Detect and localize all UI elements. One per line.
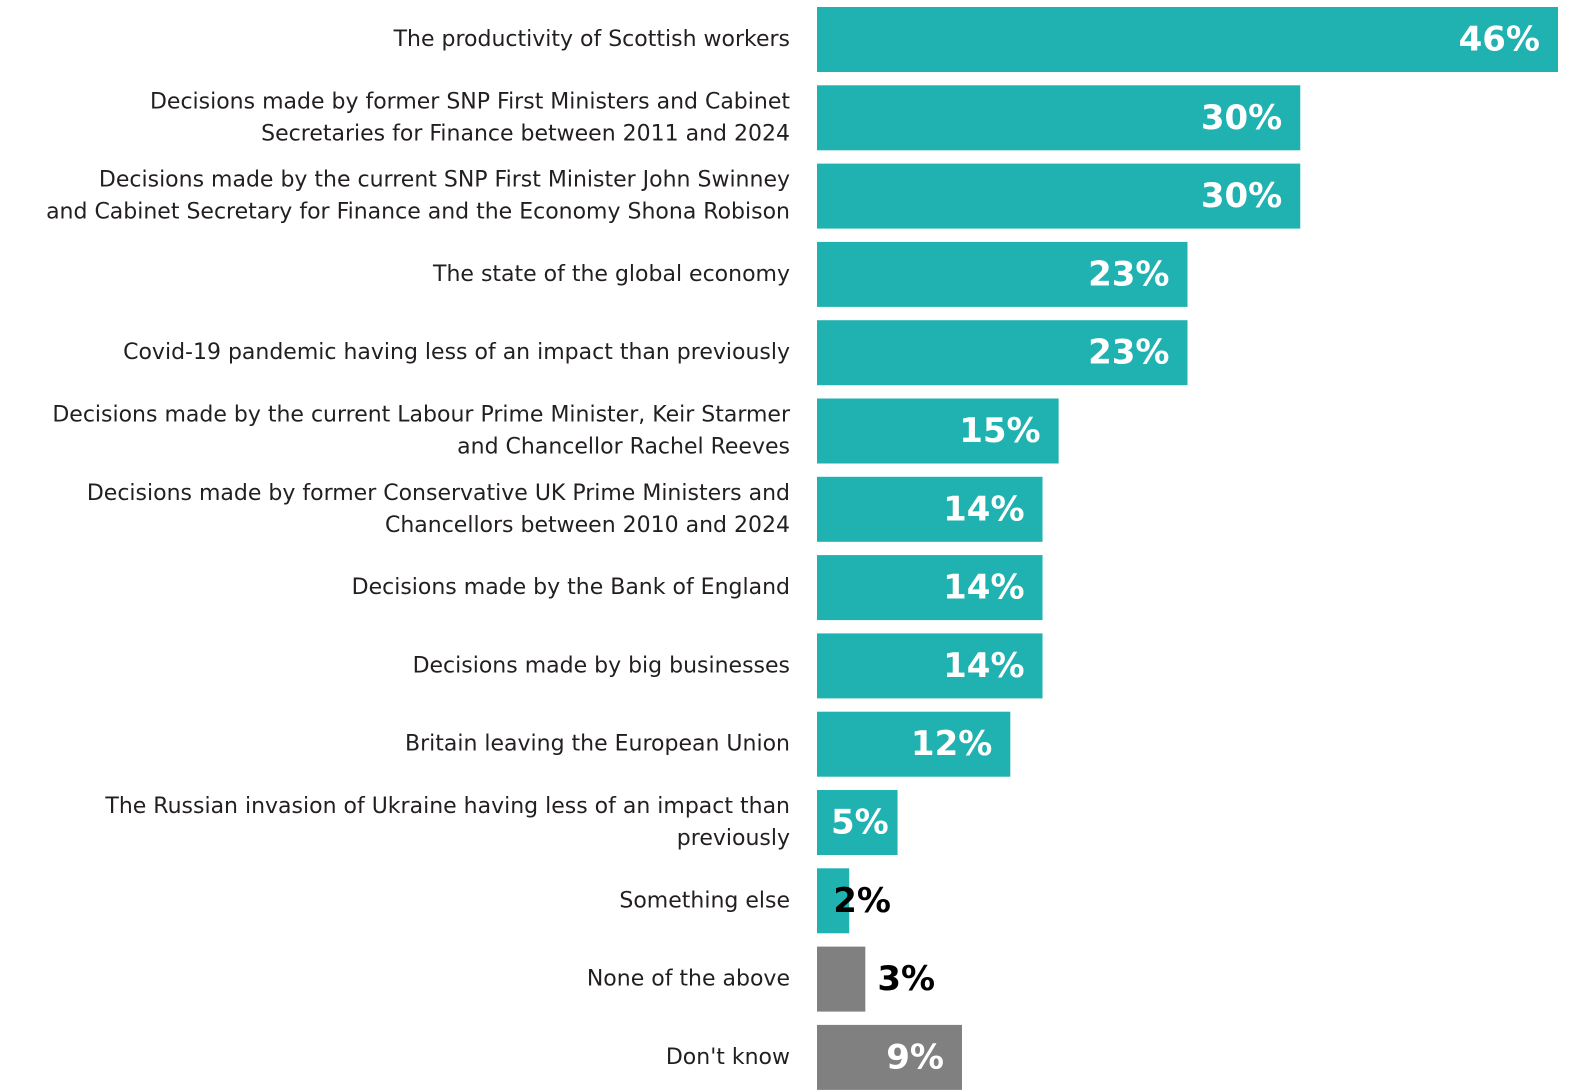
category-labels: The productivity of Scottish workers Deci… xyxy=(46,27,791,1070)
bar xyxy=(817,320,1188,386)
value-label: 5% xyxy=(831,803,889,843)
category-label: Decisions made by former Conservative UK… xyxy=(87,481,790,538)
value-label: 14% xyxy=(943,568,1024,608)
bar xyxy=(817,790,898,855)
bar xyxy=(817,946,866,1012)
category-label: Something else xyxy=(619,888,790,913)
bar xyxy=(817,711,1011,777)
bar xyxy=(817,1024,962,1090)
bar xyxy=(817,163,1301,229)
value-label: 14% xyxy=(943,489,1024,529)
value-label: 14% xyxy=(943,646,1024,686)
category-label: Don't know xyxy=(666,1045,790,1070)
category-label-line: Chancellors between 2010 and 2024 xyxy=(385,513,790,538)
category-label: The productivity of Scottish workers xyxy=(393,27,790,52)
category-label-line: Decisions made by big businesses xyxy=(413,653,790,678)
category-label-line: and Chancellor Rachel Reeves xyxy=(457,435,790,460)
category-label: Britain leaving the European Union xyxy=(405,732,790,757)
bar xyxy=(817,7,1558,72)
category-label-line: The state of the global economy xyxy=(432,262,790,287)
bar xyxy=(817,85,1301,151)
category-label-line: Decisions made by the Bank of England xyxy=(352,575,790,600)
bar xyxy=(817,241,1188,307)
bar xyxy=(817,398,1059,464)
bar xyxy=(817,555,1043,621)
category-label: Decisions made by the current SNP First … xyxy=(46,168,790,225)
bar xyxy=(817,476,1043,542)
category-label-line: Decisions made by former Conservative UK… xyxy=(87,481,790,506)
category-label: The state of the global economy xyxy=(432,262,790,287)
value-labels: 46% 30% 30% 23% 23% 15% 14% 14% 14% 12% 5% 2% 3% 9% xyxy=(831,20,1540,1078)
value-label: 9% xyxy=(886,1037,944,1077)
bar xyxy=(817,633,1043,699)
category-label-line: Decisions made by former SNP First Minis… xyxy=(150,89,790,114)
category-label-line: The productivity of Scottish workers xyxy=(393,27,790,52)
category-label-line: Something else xyxy=(619,888,790,913)
category-label-line: The Russian invasion of Ukraine having l… xyxy=(104,794,790,819)
value-label: 15% xyxy=(959,411,1040,451)
value-label: 46% xyxy=(1459,20,1540,60)
category-label: Decisions made by big businesses xyxy=(413,653,790,678)
category-label: Decisions made by the current Labour Pri… xyxy=(52,403,791,460)
value-label: 2% xyxy=(833,881,891,921)
category-label: The Russian invasion of Ukraine having l… xyxy=(104,794,790,851)
value-label: 3% xyxy=(877,959,935,999)
value-label: 30% xyxy=(1201,98,1282,138)
category-label-line: None of the above xyxy=(587,967,790,992)
category-label-line: Don't know xyxy=(666,1045,790,1070)
category-label-line: Covid-19 pandemic having less of an impa… xyxy=(123,340,790,365)
bar xyxy=(817,868,850,934)
value-label: 30% xyxy=(1201,176,1282,216)
category-label: Decisions made by the Bank of England xyxy=(352,575,790,600)
category-label-line: and Cabinet Secretary for Finance and th… xyxy=(46,200,790,225)
category-label: Decisions made by former SNP First Minis… xyxy=(150,89,790,146)
category-label-line: Decisions made by the current Labour Pri… xyxy=(52,403,791,428)
bars-layer xyxy=(817,7,1558,1090)
category-label-line: Decisions made by the current SNP First … xyxy=(99,168,790,193)
category-label-line: previously xyxy=(677,826,790,851)
value-label: 12% xyxy=(911,724,992,764)
value-label: 23% xyxy=(1088,333,1169,373)
category-label-line: Britain leaving the European Union xyxy=(405,732,790,757)
category-label: None of the above xyxy=(587,967,790,992)
category-label-line: Secretaries for Finance between 2011 and… xyxy=(261,121,790,146)
value-label: 23% xyxy=(1088,254,1169,294)
category-label: Covid-19 pandemic having less of an impa… xyxy=(123,340,790,365)
